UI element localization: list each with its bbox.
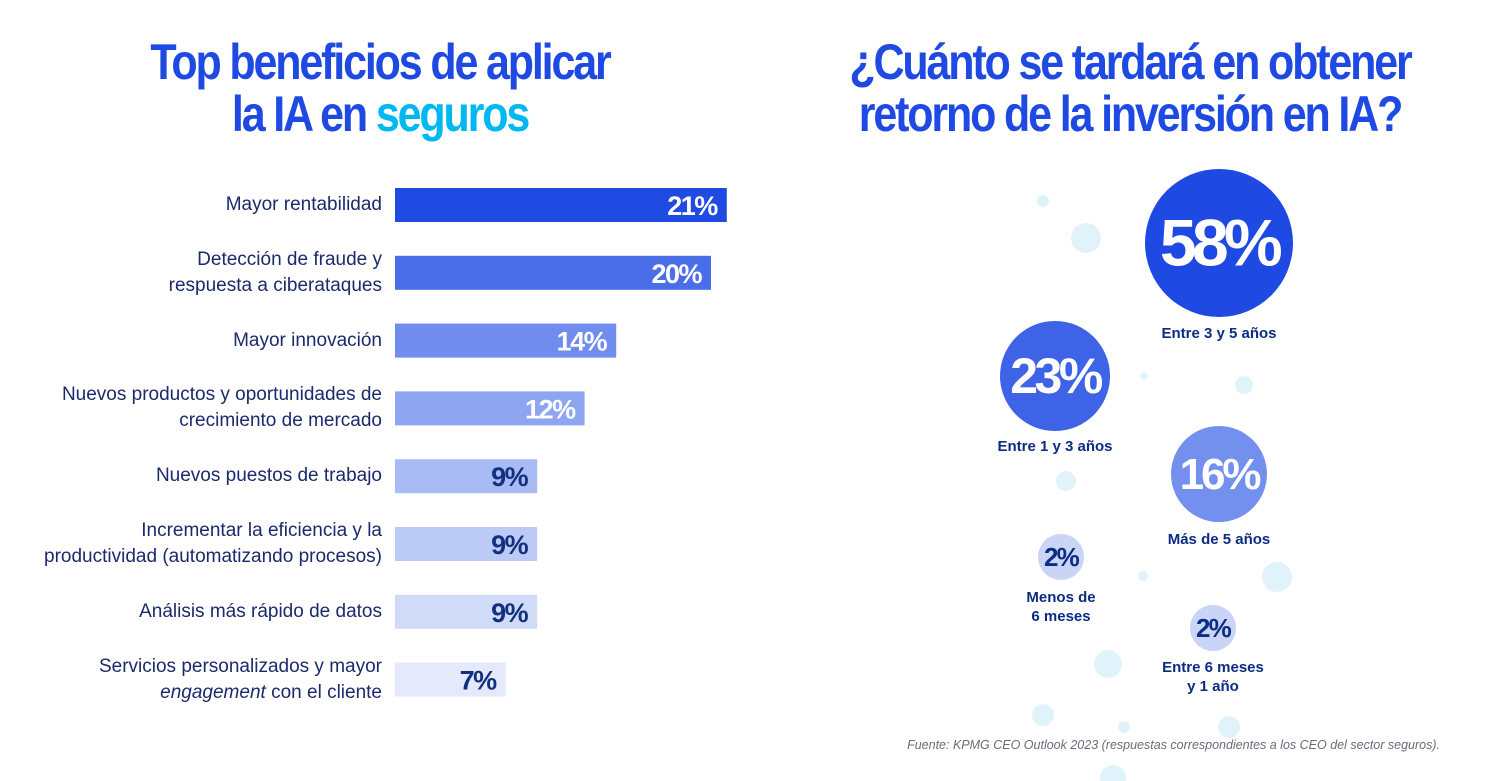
decorative-dot-9 <box>1032 704 1054 726</box>
bar-5 <box>395 459 538 494</box>
bubble-value-label-4: 2% <box>1044 542 1080 572</box>
bar-value-label-3: 14% <box>557 327 608 357</box>
bar-value-label-8: 7% <box>460 666 498 696</box>
decorative-dot-2 <box>1071 223 1101 253</box>
decorative-dot-5 <box>1056 471 1076 491</box>
bubble-caption-2: Entre 1 y 3 años <box>997 438 1113 455</box>
bar-category-label-1: Mayor rentabilidad <box>225 194 382 215</box>
bar-value-label-4: 12% <box>525 394 576 424</box>
bar-category-label-3: Mayor innovación <box>233 329 382 351</box>
bubble-caption-1: Entre 3 y 5 años <box>1161 325 1277 342</box>
bar-value-label-6: 9% <box>491 530 529 560</box>
bar-category-label-8: Servicios personalizados y mayor engageme… <box>98 655 382 703</box>
left-title-highlight: seguros <box>375 86 530 142</box>
decorative-dot-8 <box>1094 650 1122 678</box>
bubble-2 <box>1000 321 1110 431</box>
decorative-dot-10 <box>1118 721 1130 733</box>
left-title-line2: la IA en <box>231 86 368 142</box>
bubble-value-label-3: 16% <box>1180 450 1261 499</box>
bar-value-label-5: 9% <box>491 462 529 492</box>
benefits-bar-chart: 21% 20% 14% 12% 9% 9% 9% 7% <box>395 188 727 697</box>
bar-category-label-5: Nuevos puestos de trabajo <box>155 465 382 487</box>
bubble-5 <box>1190 605 1236 651</box>
bar-3 <box>395 323 617 358</box>
bubble-1 <box>1145 169 1293 317</box>
bubble-3 <box>1171 426 1267 522</box>
bar-value-label-2: 20% <box>651 259 702 289</box>
bar-6 <box>395 527 538 561</box>
bubble-value-label-2: 23% <box>1010 348 1103 404</box>
bar-7 <box>395 594 538 629</box>
decorative-dot-6 <box>1138 571 1148 581</box>
decorative-dot-7 <box>1262 562 1292 592</box>
bubble-caption-4: Menos de 6 meses <box>1026 589 1096 625</box>
bubble-caption-5: Entre 6 meses y 1 año <box>1162 659 1264 695</box>
source-note: Fuente: KPMG CEO Outlook 2023 (respuesta… <box>907 738 1440 752</box>
decorative-dot-3 <box>1140 372 1148 380</box>
bubble-4 <box>1038 534 1084 580</box>
decorative-dot-1 <box>1037 195 1049 207</box>
bar-category-label-4: Nuevos productos y oportunidades de creci… <box>61 384 382 432</box>
bar-value-label-1: 21% <box>667 191 718 221</box>
bar-category-label-2: Detección de fraude y respuesta a ciberat… <box>168 248 382 296</box>
left-title-line1: Top beneficios de aplicar <box>150 34 611 90</box>
bar-value-label-7: 9% <box>491 598 529 628</box>
bar-4 <box>395 391 585 426</box>
right-chart-title: ¿Cuánto se tardará en obtener retorno de… <box>846 36 1414 140</box>
decorative-dot-11 <box>1218 716 1240 738</box>
bar-1 <box>395 188 727 222</box>
bar-category-label-6: Incrementar la eficiencia y la productivi… <box>44 520 382 567</box>
bar-8 <box>395 662 506 697</box>
bubble-value-label-5: 2% <box>1196 613 1232 643</box>
left-chart-title: Top beneficios de aplicar la IA en segur… <box>148 36 612 140</box>
bar-2 <box>395 255 711 290</box>
right-title-line2: retorno de la inversión en IA? <box>858 86 1404 142</box>
bubble-value-label-1: 58% <box>1160 205 1281 279</box>
bubble-caption-3: Más de 5 años <box>1167 531 1271 548</box>
decorative-dot-12 <box>1100 765 1126 781</box>
bar-category-label-7: Análisis más rápido de datos <box>139 600 382 622</box>
right-title-line1: ¿Cuánto se tardará en obtener <box>849 34 1412 90</box>
decorative-dot-4 <box>1235 376 1253 394</box>
